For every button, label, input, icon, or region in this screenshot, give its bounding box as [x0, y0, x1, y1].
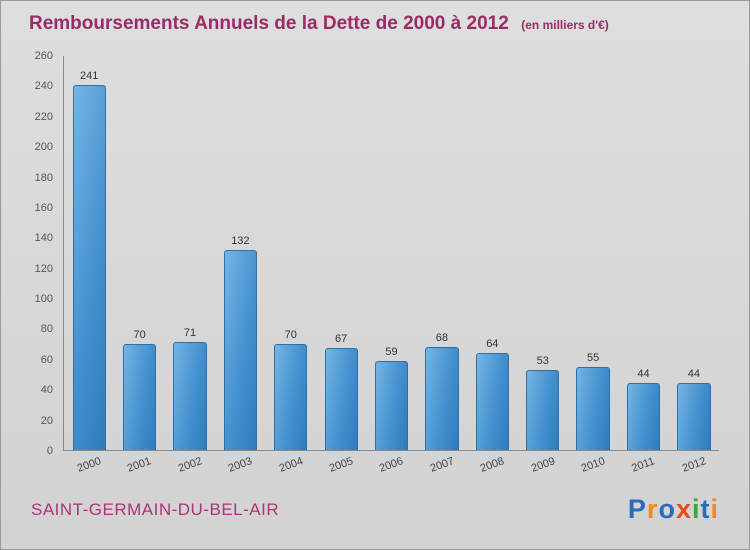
bar	[576, 366, 610, 450]
bar	[72, 84, 106, 450]
bar-value-label: 53	[536, 354, 549, 367]
x-tick-label: 2005	[327, 455, 355, 475]
bar-group: 67 2005	[316, 56, 366, 475]
bar-value-label: 64	[486, 338, 499, 351]
bar-group: 68 2007	[417, 56, 467, 475]
x-tick-label: 2012	[680, 455, 708, 475]
logo-letter: i	[691, 494, 701, 524]
bar-group: 44 2011	[618, 56, 668, 475]
chart-footer: SAINT-GERMAIN-DU-BEL-AIR Proxiti	[31, 494, 719, 525]
y-tick-label: 80	[40, 323, 53, 336]
proxiti-logo: Proxiti	[628, 494, 719, 525]
x-tick-label: 2007	[428, 455, 456, 475]
bar-value-label: 44	[637, 368, 650, 381]
bar-value-label: 132	[231, 234, 250, 247]
logo-letter: t	[700, 494, 711, 524]
y-tick-label: 120	[34, 262, 53, 275]
x-tick-label: 2009	[529, 455, 557, 475]
bar	[425, 346, 459, 450]
y-tick-label: 200	[34, 141, 53, 154]
bar	[274, 343, 308, 450]
bar	[677, 383, 711, 450]
chart-header: Remboursements Annuels de la Dette de 20…	[29, 13, 729, 35]
bar-value-label: 70	[284, 328, 297, 341]
bar-group: 44 2012	[669, 56, 719, 475]
logo-letter: P	[627, 494, 647, 524]
bar-group: 241 2000	[64, 56, 114, 475]
bar	[626, 383, 661, 450]
bar-group: 59 2006	[366, 56, 416, 475]
y-tick-label: 40	[40, 384, 53, 397]
bar-value-label: 241	[80, 69, 99, 82]
x-tick-label: 2003	[226, 455, 254, 475]
logo-letter: i	[710, 494, 719, 524]
bar-value-label: 59	[385, 345, 398, 358]
y-tick-label: 140	[34, 232, 53, 245]
x-tick-label: 2004	[277, 455, 305, 475]
y-tick-label: 100	[34, 293, 53, 306]
bar	[223, 249, 257, 450]
chart-title: Remboursements Annuels de la Dette de 20…	[29, 13, 509, 34]
bar	[122, 343, 157, 450]
x-tick-label: 2002	[176, 455, 204, 475]
y-tick-label: 180	[34, 171, 53, 184]
bar	[526, 369, 560, 450]
x-tick-label: 2006	[377, 455, 406, 475]
y-tick-label: 220	[34, 110, 53, 123]
y-axis: 0 20 40 60 80 100 120 140 160 180 200 220 240 260	[19, 50, 59, 457]
logo-letter: r	[646, 494, 659, 524]
bar-value-label: 68	[435, 331, 449, 344]
x-tick-label: 2011	[630, 455, 657, 475]
x-tick-label: 2010	[579, 455, 607, 475]
bar-value-label: 55	[586, 351, 600, 364]
bar-group: 70 2004	[266, 56, 316, 475]
bar-group: 55 2010	[568, 56, 618, 475]
bar-value-label: 70	[133, 328, 146, 341]
bar-group: 71 2002	[165, 56, 215, 475]
x-tick-label: 2000	[75, 455, 103, 475]
bar-value-label: 67	[335, 333, 348, 346]
y-tick-label: 240	[34, 80, 53, 93]
chart-subtitle: (en milliers d'€)	[521, 18, 609, 32]
y-tick-label: 260	[34, 50, 53, 62]
bar	[374, 360, 409, 450]
y-tick-label: 160	[34, 201, 53, 214]
bar-group: 132 2003	[215, 56, 265, 475]
bar	[173, 342, 207, 450]
x-tick-label: 2008	[478, 455, 506, 475]
logo-letter: x	[675, 494, 692, 524]
x-tick-label: 2001	[126, 455, 154, 475]
y-tick-label: 0	[46, 445, 53, 457]
y-tick-label: 60	[40, 353, 53, 366]
bar	[324, 348, 358, 450]
plot-area: 241 2000 70 2001 71 2002 132 2003 70 2004 67 2005 59…	[63, 56, 719, 475]
logo-letter: o	[658, 494, 676, 524]
bar	[475, 353, 509, 450]
bar-value-label: 44	[687, 368, 700, 381]
bar-group: 64 2008	[467, 56, 517, 475]
commune-name: SAINT-GERMAIN-DU-BEL-AIR	[31, 499, 280, 519]
bar-chart: 0 20 40 60 80 100 120 140 160 180 200 220 240 260 241…	[19, 50, 719, 475]
bar-group: 53 2009	[518, 56, 568, 475]
y-tick-label: 20	[40, 414, 53, 427]
bar-group: 70 2001	[114, 56, 164, 475]
bar-value-label: 71	[183, 327, 197, 340]
